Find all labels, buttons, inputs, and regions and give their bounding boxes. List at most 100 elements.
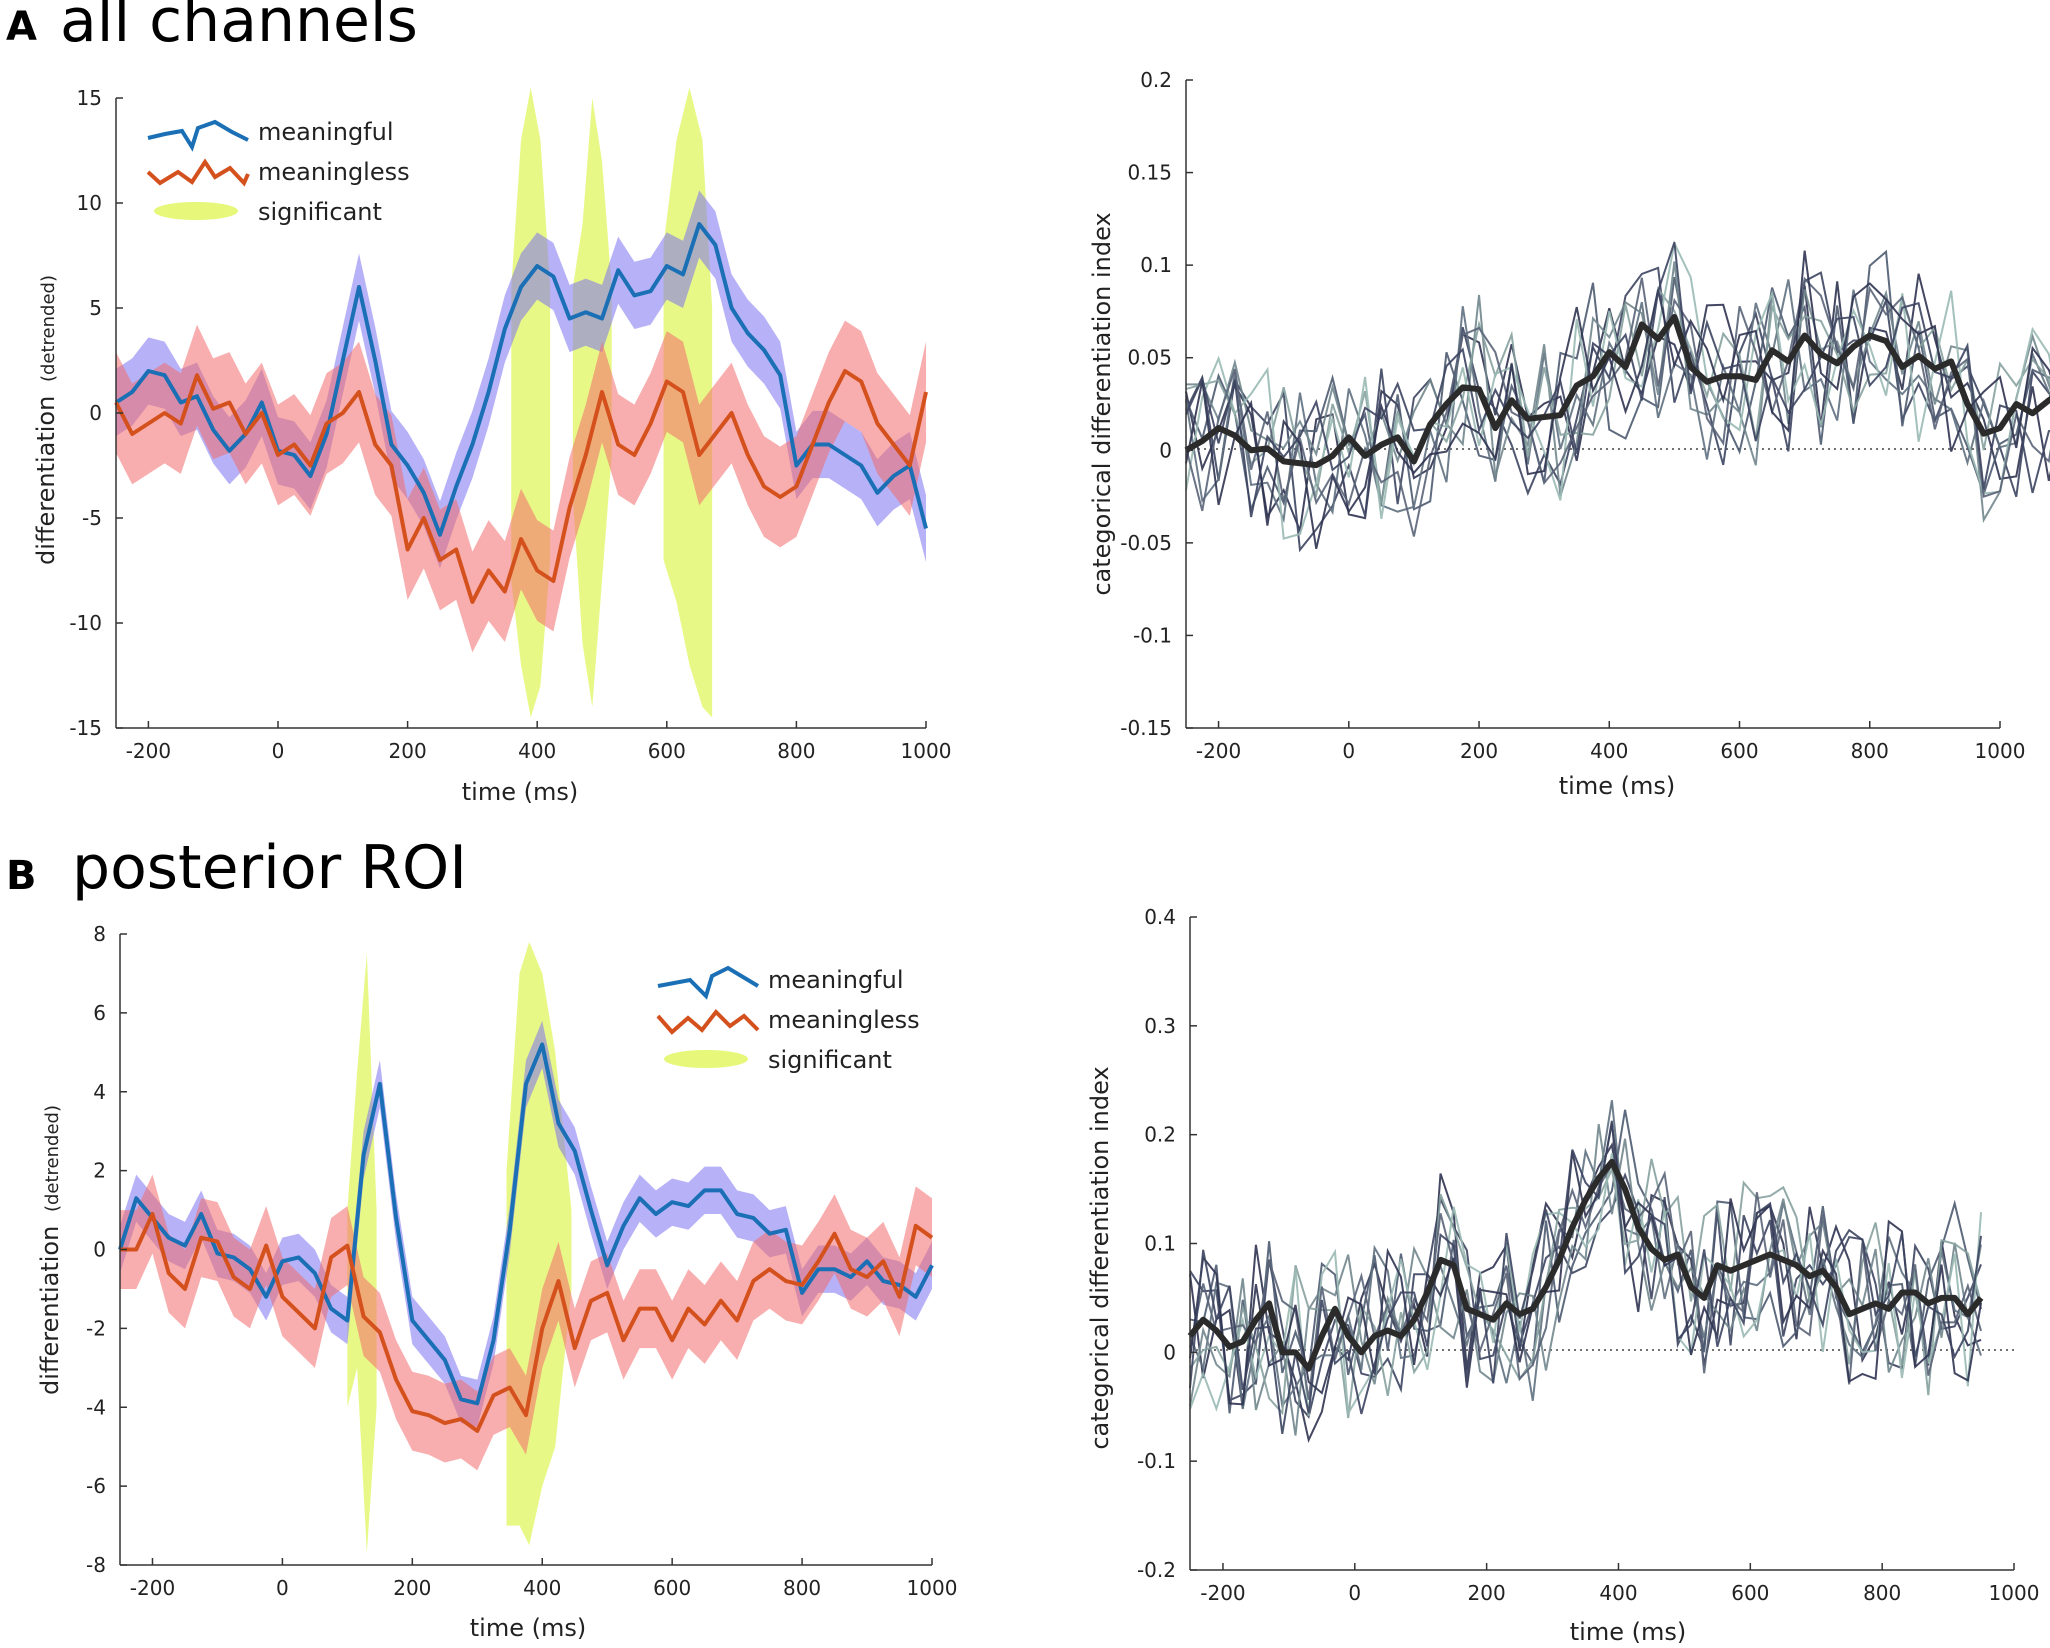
channel-lines — [1189, 1100, 1983, 1444]
x-tick-label: -200 — [126, 739, 171, 763]
y-tick-label: -0.05 — [1120, 531, 1172, 555]
x-tick-label: 0 — [1348, 1581, 1361, 1605]
x-tick-label: 600 — [653, 1576, 691, 1600]
channel-lines — [1185, 240, 2050, 553]
y-tick-label: 0.15 — [1127, 161, 1172, 185]
y-tick-label: 0.2 — [1144, 1123, 1176, 1147]
axis-ticks: -200 0 200 400 600 800 1000 -8 -6 -4 -2 0 2 4 6 8 — [86, 922, 957, 1600]
y-tick-label: -0.1 — [1137, 1449, 1176, 1473]
meaningless-error-band — [116, 320, 926, 653]
legend-meaningless-label: meaningless — [768, 1006, 920, 1034]
channel-line — [1185, 240, 2050, 540]
legend-meaningless-swatch — [146, 158, 250, 187]
y-tick-label: -8 — [86, 1553, 106, 1577]
y-tick-label: -10 — [69, 611, 102, 635]
y-tick-label: 0.05 — [1127, 346, 1172, 370]
x-tick-label: 200 — [393, 1576, 431, 1600]
y-tick-label: 0 — [93, 1238, 106, 1262]
y-axis-label-suffix: (detrended) — [42, 1105, 63, 1212]
panel-a-title: all channels — [60, 0, 418, 56]
y-tick-label: 0 — [1159, 438, 1172, 462]
channel-line — [1189, 1162, 1982, 1400]
x-tick-label: 800 — [777, 739, 815, 763]
y-tick-label: 8 — [93, 922, 106, 946]
chart-a-left: -200 0 200 400 600 800 1000 -15 -10 -5 0 5 10 15 time… — [32, 86, 951, 806]
x-tick-label: -200 — [1196, 739, 1241, 763]
legend-meaningless-label: meaningless — [258, 158, 410, 186]
channel-line — [1189, 1158, 1983, 1419]
meaningless-line — [114, 369, 928, 604]
x-tick-label: 1000 — [1989, 1581, 2040, 1605]
mean-line-path — [1187, 1158, 1984, 1372]
x-tick-label: 0 — [276, 1576, 289, 1600]
y-axis-label-main: differentiation — [32, 396, 60, 565]
x-axis-label: time (ms) — [1559, 772, 1675, 800]
x-tick-label: 400 — [1590, 739, 1628, 763]
mean-line — [1184, 313, 2050, 469]
x-axis-label: time (ms) — [1570, 1618, 1686, 1646]
meaningless-line — [120, 1212, 934, 1433]
x-axis-label: time (ms) — [470, 1614, 586, 1642]
legend-meaningful-label: meaningful — [768, 966, 904, 994]
channel-line — [1189, 1100, 1982, 1410]
channel-line — [1185, 286, 2050, 504]
panel-b-letter: B — [6, 853, 37, 899]
y-axis-label: differentiation (detrended) — [32, 275, 60, 565]
y-tick-label: 0 — [1163, 1340, 1176, 1364]
x-tick-label: 400 — [523, 1576, 561, 1600]
mean-line-path — [1184, 313, 2050, 469]
chart-a-right: -200 0 200 400 600 800 1000 -0.15 -0.1 -0.05 0 0.05… — [1088, 68, 2050, 800]
meaningful-error-band — [120, 1020, 932, 1427]
y-tick-label: -2 — [86, 1316, 106, 1340]
legend-meaningful-swatch — [147, 119, 249, 152]
legend-significant-swatch — [664, 1050, 748, 1068]
legend-meaningless-swatch — [656, 1008, 760, 1035]
legend-significant-swatch — [154, 202, 238, 220]
channel-line — [1189, 1123, 1983, 1436]
legend-meaningful-label: meaningful — [258, 118, 394, 146]
y-tick-label: 2 — [93, 1159, 106, 1183]
y-tick-label: -0.2 — [1137, 1558, 1176, 1582]
x-axis-label: time (ms) — [462, 778, 578, 806]
x-tick-label: 600 — [1731, 1581, 1769, 1605]
meaningful-line — [114, 222, 928, 537]
channel-line — [1185, 249, 2050, 514]
y-tick-label: -0.15 — [1120, 716, 1172, 740]
significance-region — [347, 953, 377, 1554]
y-axis-label: categorical differentiation index — [1086, 1066, 1114, 1449]
x-tick-label: -200 — [1200, 1581, 1245, 1605]
error-bands — [116, 190, 926, 653]
y-tick-label: 15 — [77, 86, 102, 110]
y-tick-label: 6 — [93, 1001, 106, 1025]
y-tick-label: 0.2 — [1140, 68, 1172, 92]
y-tick-label: -6 — [86, 1474, 106, 1498]
x-tick-label: 0 — [272, 739, 285, 763]
channel-line — [1189, 1123, 1983, 1406]
chart-b-left: -200 0 200 400 600 800 1000 -8 -6 -4 -2 0 2 4 6 8 time … — [36, 922, 957, 1642]
y-axis-label: differentiation (detrended) — [36, 1105, 64, 1395]
x-tick-label: 800 — [1851, 739, 1889, 763]
chart-b-right: -200 0 200 400 600 800 1000 -0.2 -0.1 0 0.1 0.2 0.3 0… — [1086, 905, 2039, 1646]
legend: meaningful meaningless significant — [146, 118, 410, 226]
y-axis-label: categorical differentiation index — [1088, 212, 1116, 595]
channel-line — [1189, 1109, 1983, 1414]
y-tick-label: 0 — [89, 401, 102, 425]
y-axis-label-main: differentiation — [36, 1226, 64, 1395]
series-lines — [118, 1042, 934, 1433]
x-tick-label: 1000 — [1975, 739, 2026, 763]
channel-line — [1189, 1120, 1983, 1434]
channel-line — [1185, 266, 2050, 553]
x-tick-label: 600 — [648, 739, 686, 763]
y-tick-label: 0.1 — [1140, 253, 1172, 277]
series-lines — [114, 222, 928, 604]
legend-significant-label: significant — [768, 1046, 892, 1074]
y-tick-label: 0.1 — [1144, 1232, 1176, 1256]
legend: meaningful meaningless significant — [656, 965, 920, 1074]
x-tick-label: 200 — [1468, 1581, 1506, 1605]
axis-ticks: -200 0 200 400 600 800 1000 -15 -10 -5 0 5 10 15 — [69, 86, 951, 763]
legend-significant-label: significant — [258, 198, 382, 226]
x-tick-label: 0 — [1342, 739, 1355, 763]
x-tick-label: 200 — [1460, 739, 1498, 763]
x-tick-label: 1000 — [907, 1576, 958, 1600]
